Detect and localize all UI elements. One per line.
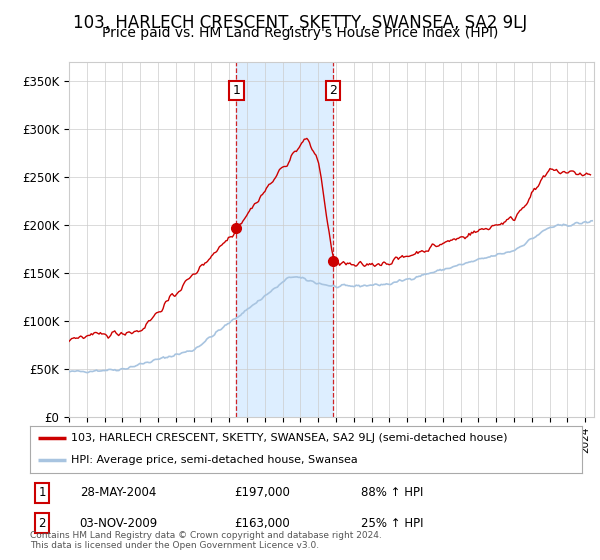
Text: 103, HARLECH CRESCENT, SKETTY, SWANSEA, SA2 9LJ (semi-detached house): 103, HARLECH CRESCENT, SKETTY, SWANSEA, … [71,433,508,444]
Text: 2: 2 [329,84,337,97]
Text: £197,000: £197,000 [234,486,290,500]
Text: 03-NOV-2009: 03-NOV-2009 [80,516,158,530]
Bar [236,62,333,417]
Text: 1: 1 [38,486,46,500]
Text: 28-MAY-2004: 28-MAY-2004 [80,486,156,500]
Text: £163,000: £163,000 [234,516,290,530]
Text: Price paid vs. HM Land Registry's House Price Index (HPI): Price paid vs. HM Land Registry's House … [102,26,498,40]
Text: 1: 1 [233,84,241,97]
Text: HPI: Average price, semi-detached house, Swansea: HPI: Average price, semi-detached house,… [71,455,358,465]
Text: 2: 2 [38,516,46,530]
Text: Contains HM Land Registry data © Crown copyright and database right 2024.
This d: Contains HM Land Registry data © Crown c… [30,530,382,550]
Text: 88% ↑ HPI: 88% ↑ HPI [361,486,424,500]
Text: 25% ↑ HPI: 25% ↑ HPI [361,516,424,530]
Text: 103, HARLECH CRESCENT, SKETTY, SWANSEA, SA2 9LJ: 103, HARLECH CRESCENT, SKETTY, SWANSEA, … [73,14,527,32]
